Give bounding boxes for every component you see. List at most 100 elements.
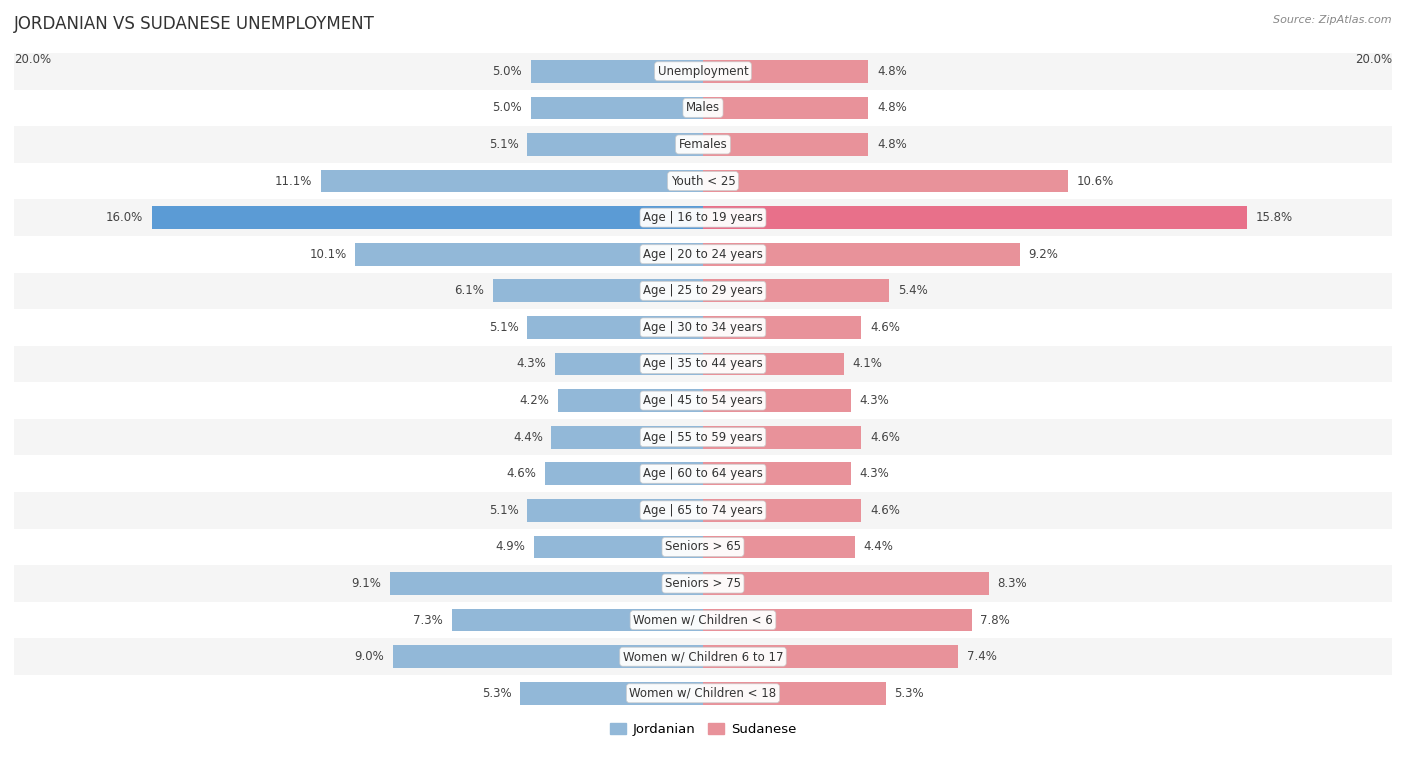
Legend: Jordanian, Sudanese: Jordanian, Sudanese [605, 718, 801, 741]
Text: Unemployment: Unemployment [658, 65, 748, 78]
Text: 5.3%: 5.3% [482, 687, 512, 699]
Text: Females: Females [679, 138, 727, 151]
Text: Age | 30 to 34 years: Age | 30 to 34 years [643, 321, 763, 334]
Text: 5.0%: 5.0% [492, 101, 522, 114]
Bar [703, 133, 869, 156]
Text: 7.4%: 7.4% [966, 650, 997, 663]
Bar [494, 279, 703, 302]
Bar [703, 316, 862, 338]
Bar [703, 389, 851, 412]
Text: 20.0%: 20.0% [1355, 53, 1392, 66]
Bar [14, 565, 1392, 602]
Text: Source: ZipAtlas.com: Source: ZipAtlas.com [1274, 15, 1392, 25]
Text: 10.1%: 10.1% [309, 248, 346, 260]
Bar [703, 426, 862, 448]
Text: 4.6%: 4.6% [506, 467, 536, 480]
Bar [14, 638, 1392, 675]
Bar [703, 682, 886, 705]
Text: Age | 16 to 19 years: Age | 16 to 19 years [643, 211, 763, 224]
Bar [703, 97, 869, 119]
Bar [451, 609, 703, 631]
Bar [534, 536, 703, 558]
Bar [14, 273, 1392, 309]
Text: Age | 65 to 74 years: Age | 65 to 74 years [643, 504, 763, 517]
Bar [14, 126, 1392, 163]
Text: 4.9%: 4.9% [496, 540, 526, 553]
Text: 5.1%: 5.1% [489, 321, 519, 334]
Text: Age | 25 to 29 years: Age | 25 to 29 years [643, 285, 763, 298]
Text: 5.4%: 5.4% [897, 285, 928, 298]
Bar [703, 463, 851, 485]
Bar [703, 353, 844, 375]
Text: 5.1%: 5.1% [489, 138, 519, 151]
Bar [703, 499, 862, 522]
Text: 8.3%: 8.3% [997, 577, 1028, 590]
Bar [356, 243, 703, 266]
Bar [392, 646, 703, 668]
Text: 15.8%: 15.8% [1256, 211, 1294, 224]
Text: Seniors > 75: Seniors > 75 [665, 577, 741, 590]
Text: Age | 20 to 24 years: Age | 20 to 24 years [643, 248, 763, 260]
Text: 4.3%: 4.3% [859, 467, 890, 480]
Bar [551, 426, 703, 448]
Bar [14, 53, 1392, 89]
Text: 16.0%: 16.0% [105, 211, 143, 224]
Text: 5.0%: 5.0% [492, 65, 522, 78]
Bar [14, 456, 1392, 492]
Text: JORDANIAN VS SUDANESE UNEMPLOYMENT: JORDANIAN VS SUDANESE UNEMPLOYMENT [14, 15, 375, 33]
Bar [321, 170, 703, 192]
Text: 10.6%: 10.6% [1077, 175, 1114, 188]
Bar [14, 528, 1392, 565]
Text: 4.1%: 4.1% [853, 357, 883, 370]
Bar [527, 133, 703, 156]
Bar [703, 170, 1069, 192]
Text: 4.8%: 4.8% [877, 65, 907, 78]
Bar [14, 675, 1392, 712]
Bar [703, 572, 988, 595]
Text: Males: Males [686, 101, 720, 114]
Bar [14, 199, 1392, 236]
Bar [531, 97, 703, 119]
Bar [14, 89, 1392, 126]
Bar [527, 499, 703, 522]
Bar [527, 316, 703, 338]
Text: 4.2%: 4.2% [520, 394, 550, 407]
Text: 7.8%: 7.8% [980, 614, 1010, 627]
Text: 4.8%: 4.8% [877, 138, 907, 151]
Text: 4.4%: 4.4% [513, 431, 543, 444]
Bar [558, 389, 703, 412]
Text: 4.4%: 4.4% [863, 540, 893, 553]
Bar [14, 419, 1392, 456]
Text: 9.1%: 9.1% [352, 577, 381, 590]
Text: 9.0%: 9.0% [354, 650, 384, 663]
Bar [520, 682, 703, 705]
Bar [389, 572, 703, 595]
Text: 4.6%: 4.6% [870, 431, 900, 444]
Bar [14, 382, 1392, 419]
Text: 4.3%: 4.3% [516, 357, 547, 370]
Text: Women w/ Children 6 to 17: Women w/ Children 6 to 17 [623, 650, 783, 663]
Text: 7.3%: 7.3% [413, 614, 443, 627]
Bar [544, 463, 703, 485]
Text: Age | 45 to 54 years: Age | 45 to 54 years [643, 394, 763, 407]
Text: Seniors > 65: Seniors > 65 [665, 540, 741, 553]
Bar [703, 243, 1019, 266]
Bar [703, 536, 855, 558]
Text: Youth < 25: Youth < 25 [671, 175, 735, 188]
Text: 4.3%: 4.3% [859, 394, 890, 407]
Bar [703, 207, 1247, 229]
Bar [14, 346, 1392, 382]
Text: 9.2%: 9.2% [1029, 248, 1059, 260]
Bar [703, 646, 957, 668]
Text: 4.6%: 4.6% [870, 321, 900, 334]
Bar [14, 602, 1392, 638]
Text: 5.3%: 5.3% [894, 687, 924, 699]
Bar [555, 353, 703, 375]
Text: 20.0%: 20.0% [14, 53, 51, 66]
Bar [703, 60, 869, 83]
Bar [531, 60, 703, 83]
Text: Women w/ Children < 6: Women w/ Children < 6 [633, 614, 773, 627]
Text: 4.6%: 4.6% [870, 504, 900, 517]
Text: Women w/ Children < 18: Women w/ Children < 18 [630, 687, 776, 699]
Bar [703, 609, 972, 631]
